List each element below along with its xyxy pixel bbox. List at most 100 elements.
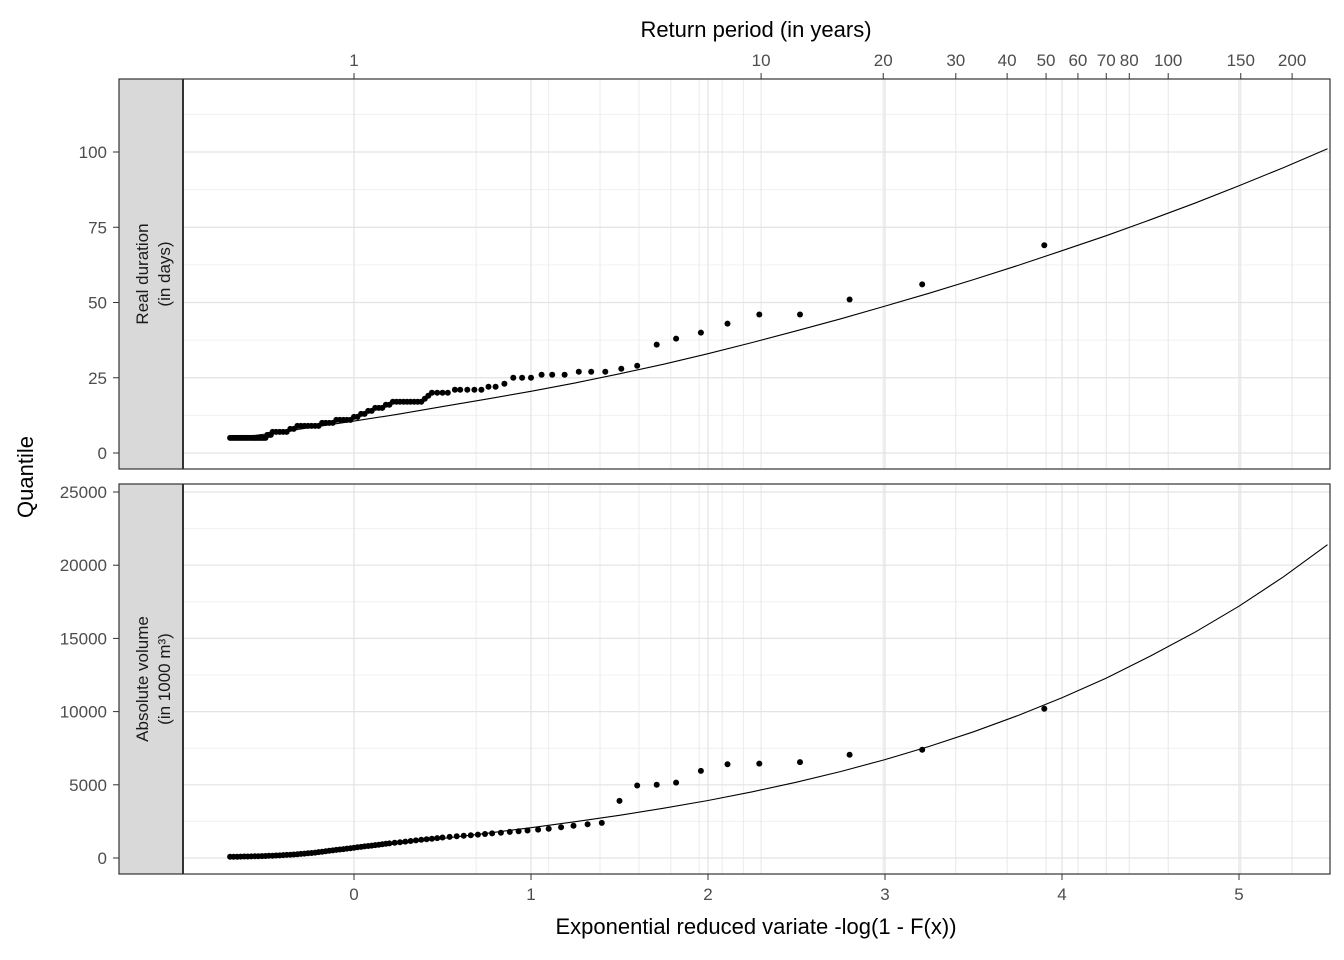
data-point bbox=[519, 374, 526, 381]
data-point bbox=[673, 335, 680, 342]
data-point bbox=[570, 822, 577, 829]
axes-layer: 0 25 50 75 100 0 5000 10000 15000 20000 25000 0 1 2 3 4… bbox=[60, 51, 1331, 904]
data-point bbox=[756, 311, 763, 318]
strip-label-bottom-line2: (in 1000 m³) bbox=[155, 633, 174, 725]
x-tick-label: 1 bbox=[526, 885, 535, 904]
data-point bbox=[451, 386, 458, 393]
y-tick-label: 75 bbox=[88, 218, 107, 237]
y-tick-label: 50 bbox=[88, 294, 107, 313]
strip-background bbox=[118, 483, 184, 875]
bottom-axis-title: Exponential reduced variate -log(1 - F(x… bbox=[555, 914, 956, 939]
data-point bbox=[724, 761, 731, 768]
x2-tick-label: 1 bbox=[349, 51, 358, 70]
top-axis-title: Return period (in years) bbox=[640, 17, 871, 42]
x2-tick-label: 150 bbox=[1227, 51, 1255, 70]
data-point bbox=[588, 368, 595, 375]
data-point bbox=[561, 371, 568, 378]
data-point bbox=[467, 832, 474, 839]
y-tick-label: 0 bbox=[98, 849, 107, 868]
data-point bbox=[386, 840, 393, 847]
data-point bbox=[457, 386, 464, 393]
x2-tick-label: 80 bbox=[1120, 51, 1139, 70]
data-point bbox=[412, 837, 419, 844]
data-point bbox=[489, 830, 496, 837]
data-point bbox=[797, 311, 803, 318]
data-point bbox=[653, 341, 660, 348]
data-point bbox=[407, 838, 414, 844]
x-tick-label: 0 bbox=[349, 885, 358, 904]
data-point bbox=[434, 835, 441, 842]
x2-tick-label: 20 bbox=[874, 51, 893, 70]
grid-layer bbox=[118, 78, 1330, 875]
data-point bbox=[545, 825, 552, 832]
data-point bbox=[423, 836, 430, 843]
panel-border bbox=[118, 483, 1331, 875]
y-tick-label: 10000 bbox=[60, 703, 107, 722]
data-point bbox=[528, 374, 534, 381]
data-point bbox=[724, 320, 731, 327]
x2-tick-label: 60 bbox=[1068, 51, 1087, 70]
strip-label-top-line1: Real duration bbox=[133, 223, 152, 324]
marks-layer bbox=[227, 148, 1328, 860]
data-point bbox=[497, 829, 504, 836]
data-point bbox=[673, 779, 680, 786]
data-point bbox=[653, 781, 660, 788]
data-point bbox=[397, 839, 403, 846]
data-point bbox=[697, 767, 704, 774]
data-point bbox=[418, 836, 425, 843]
strip-label-top-line2: (in days) bbox=[155, 241, 174, 306]
data-point bbox=[464, 386, 471, 393]
x2-tick-label: 10 bbox=[752, 51, 771, 70]
y-tick-label: 5000 bbox=[69, 776, 107, 795]
data-point bbox=[474, 831, 481, 838]
data-point bbox=[492, 383, 499, 390]
data-point bbox=[439, 834, 446, 841]
data-point bbox=[634, 782, 641, 789]
data-point bbox=[697, 329, 704, 336]
data-point bbox=[756, 760, 763, 767]
data-point bbox=[919, 281, 926, 288]
x2-tick-label: 30 bbox=[946, 51, 965, 70]
data-point bbox=[584, 821, 591, 828]
y-tick-label: 20000 bbox=[60, 556, 107, 575]
data-point bbox=[428, 835, 435, 842]
data-point bbox=[478, 386, 485, 393]
data-point bbox=[616, 797, 623, 804]
data-point bbox=[444, 389, 451, 396]
data-point bbox=[471, 386, 478, 393]
y-tick-label: 0 bbox=[98, 444, 107, 463]
x2-tick-label: 40 bbox=[998, 51, 1017, 70]
x2-tick-label: 50 bbox=[1037, 51, 1056, 70]
data-point bbox=[391, 839, 398, 846]
data-point bbox=[510, 374, 517, 381]
data-point bbox=[919, 746, 926, 753]
x2-tick-label: 100 bbox=[1154, 51, 1182, 70]
strip-background bbox=[118, 78, 184, 470]
data-point bbox=[515, 828, 522, 835]
x-tick-label: 4 bbox=[1057, 885, 1066, 904]
data-point bbox=[402, 838, 409, 845]
data-point bbox=[1041, 242, 1048, 249]
data-point bbox=[598, 819, 605, 826]
data-point bbox=[453, 833, 460, 840]
data-point bbox=[575, 368, 582, 375]
x-tick-label: 2 bbox=[703, 885, 712, 904]
y-axis-title: Quantile bbox=[13, 436, 38, 518]
y-tick-label: 25000 bbox=[60, 483, 107, 502]
x2-tick-label: 200 bbox=[1278, 51, 1306, 70]
y-tick-label: 15000 bbox=[60, 629, 107, 648]
data-point bbox=[549, 371, 556, 378]
y-tick-label: 100 bbox=[79, 143, 107, 162]
data-point bbox=[428, 389, 435, 396]
x2-tick-label: 70 bbox=[1097, 51, 1116, 70]
panel-border bbox=[118, 78, 1331, 470]
data-point bbox=[558, 824, 565, 831]
data-point bbox=[846, 751, 853, 758]
fitted-curve bbox=[230, 148, 1328, 440]
strip-label-bottom-line1: Absolute volume bbox=[133, 616, 152, 742]
data-point bbox=[506, 828, 513, 835]
data-point bbox=[439, 389, 446, 396]
data-point bbox=[618, 365, 625, 372]
